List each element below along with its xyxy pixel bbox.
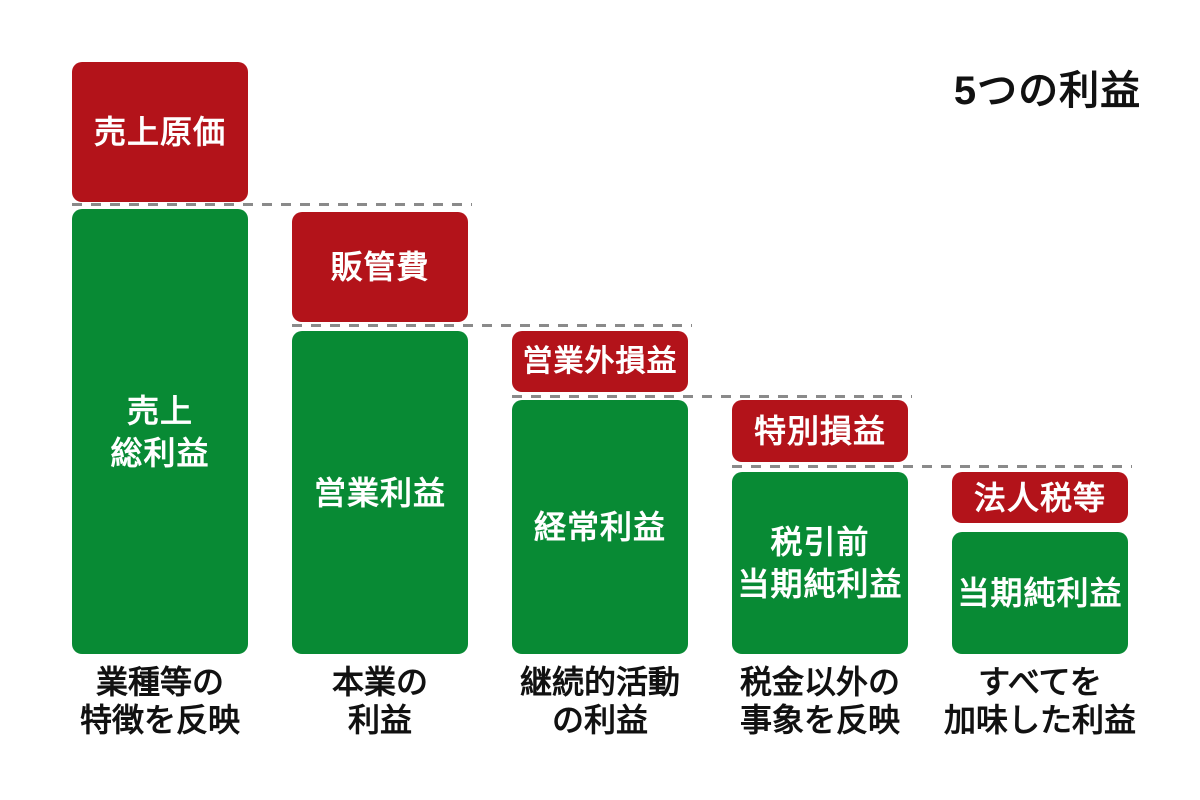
caption-line: 利益: [347, 702, 412, 738]
expense-box-extraordinary: 特別損益: [732, 400, 908, 462]
caption-ordinary-profit: 継続的活動 の利益: [490, 663, 710, 739]
expense-label: 販管費: [330, 249, 430, 285]
expense-box-corporate-tax: 法人税等: [952, 472, 1128, 523]
expense-label: 売上原価: [93, 114, 226, 150]
caption-pretax-net-income: 税金以外の 事象を反映: [710, 663, 930, 739]
profit-box-pretax-net-income: 税引前 当期純利益: [732, 472, 908, 654]
dashed-guide-line-2: [292, 324, 692, 327]
expense-label: 法人税等: [973, 479, 1106, 516]
caption-line: 継続的活動: [519, 664, 680, 700]
profit-label-line: 売上: [126, 392, 193, 429]
caption-line: 業種等の: [95, 664, 224, 700]
profit-box-gross-profit: 売上 総利益: [72, 209, 248, 654]
caption-line: 税金以外の: [739, 664, 900, 700]
profit-label-line: 当期純利益: [737, 566, 903, 602]
caption-line: すべてを: [978, 664, 1102, 700]
dashed-guide-line-1: [72, 203, 472, 206]
caption-net-income: すべてを 加味した利益: [930, 663, 1150, 739]
profit-label-line: 当期純利益: [957, 575, 1123, 611]
profit-box-net-income: 当期純利益: [952, 532, 1128, 654]
caption-line: 加味した利益: [943, 702, 1136, 738]
expense-label: 特別損益: [753, 413, 886, 449]
profit-label-line: 営業利益: [313, 474, 446, 511]
expense-label: 営業外損益: [522, 344, 678, 378]
dashed-guide-line-4: [732, 465, 1132, 468]
profit-box-operating-profit: 営業利益: [292, 331, 468, 654]
page-title: 5つの利益: [953, 69, 1142, 113]
caption-line: 特徴を反映: [79, 702, 240, 738]
expense-box-non-operating: 営業外損益: [512, 331, 688, 392]
caption-line: の利益: [551, 702, 648, 738]
profit-box-ordinary-profit: 経常利益: [512, 400, 688, 654]
caption-line: 本業の: [331, 664, 428, 700]
expense-box-sga: 販管費: [292, 212, 468, 322]
expense-box-cost-of-sales: 売上原価: [72, 62, 248, 202]
caption-gross-profit: 業種等の 特徴を反映: [50, 663, 270, 739]
profit-label-line: 経常利益: [533, 509, 666, 545]
profit-label-line: 総利益: [110, 434, 210, 471]
caption-line: 事象を反映: [739, 702, 900, 738]
caption-operating-profit: 本業の 利益: [270, 663, 490, 739]
dashed-guide-line-3: [512, 395, 912, 398]
profit-label-line: 税引前: [770, 524, 870, 560]
